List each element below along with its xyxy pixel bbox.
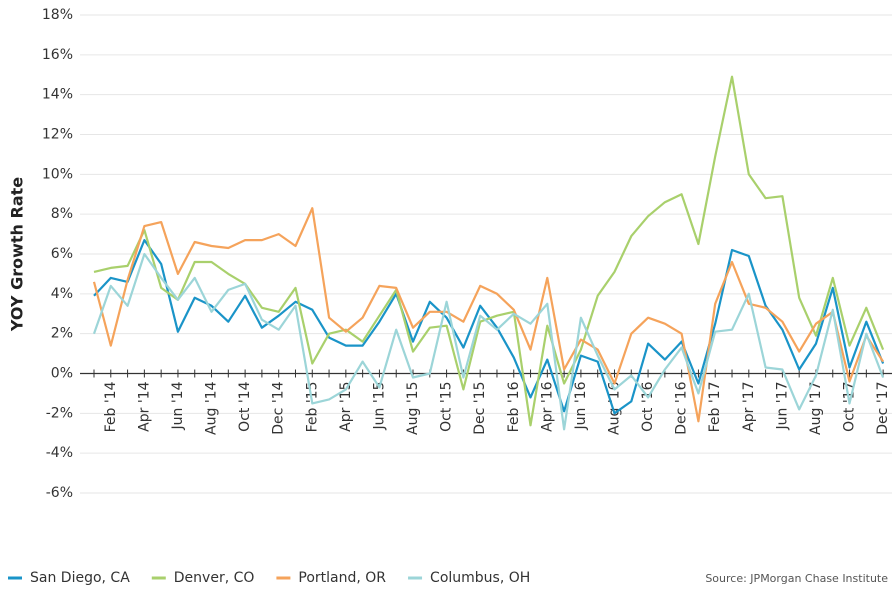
x-tick-label: Dec '14 <box>271 381 287 434</box>
x-tick-label: Apr '15 <box>338 382 354 432</box>
x-tick-label: Aug '14 <box>204 381 220 435</box>
x-tick-label: Aug '15 <box>405 382 421 435</box>
y-tick-label: -4% <box>46 445 73 461</box>
x-tick-label: Jun '14 <box>170 381 186 430</box>
legend-label[interactable]: Denver, CO <box>174 570 255 586</box>
y-tick-label: 10% <box>42 166 73 182</box>
y-tick-label: -6% <box>46 485 73 501</box>
x-tick-label: Apr '14 <box>136 381 152 431</box>
series-line <box>92 252 885 431</box>
x-tick-label: Apr '17 <box>741 382 757 432</box>
y-tick-label: 2% <box>51 326 73 342</box>
y-tick-label: 16% <box>42 47 73 63</box>
x-tick-label: Jun '15 <box>371 382 387 431</box>
source-note: Source: JPMorgan Chase Institute <box>705 572 888 585</box>
x-tick-label: Oct '14 <box>237 381 253 431</box>
y-tick-label: 0% <box>51 366 73 382</box>
legend-label[interactable]: Portland, OR <box>298 570 386 586</box>
x-tick-label: Feb '16 <box>506 381 522 432</box>
x-tick-label: Aug '16 <box>606 381 622 435</box>
x-tick-label: Feb '17 <box>707 382 723 433</box>
y-axis-label: YOY Growth Rate <box>8 177 27 332</box>
x-tick-label: Dec '16 <box>674 381 690 434</box>
x-tick-label: Oct '16 <box>640 381 656 431</box>
legend-label[interactable]: San Diego, CA <box>30 570 130 586</box>
y-tick-label: 8% <box>51 206 73 222</box>
y-tick-label: 4% <box>51 286 73 302</box>
x-tick-label: Dec '17 <box>875 382 891 435</box>
x-tick-label: Oct '17 <box>842 382 858 432</box>
x-tick-label: Apr '16 <box>539 381 555 431</box>
x-tick-label: Aug '17 <box>808 382 824 435</box>
series-line <box>93 75 885 427</box>
y-tick-label: 14% <box>42 87 73 103</box>
x-tick-label: Oct '15 <box>439 382 455 432</box>
x-tick-label: Dec '15 <box>472 382 488 435</box>
y-tick-label: 12% <box>42 127 73 143</box>
y-tick-label: -2% <box>46 405 73 421</box>
y-tick-label: 18% <box>42 7 73 23</box>
y-tick-label: 6% <box>51 246 73 262</box>
x-tick-label: Feb '14 <box>103 381 119 432</box>
legend-label[interactable]: Columbus, OH <box>430 570 530 586</box>
x-tick-label: Feb '15 <box>304 382 320 433</box>
series-line <box>93 239 885 415</box>
x-tick-label: Jun '16 <box>573 381 589 430</box>
x-tick-label: Jun '17 <box>774 382 790 431</box>
